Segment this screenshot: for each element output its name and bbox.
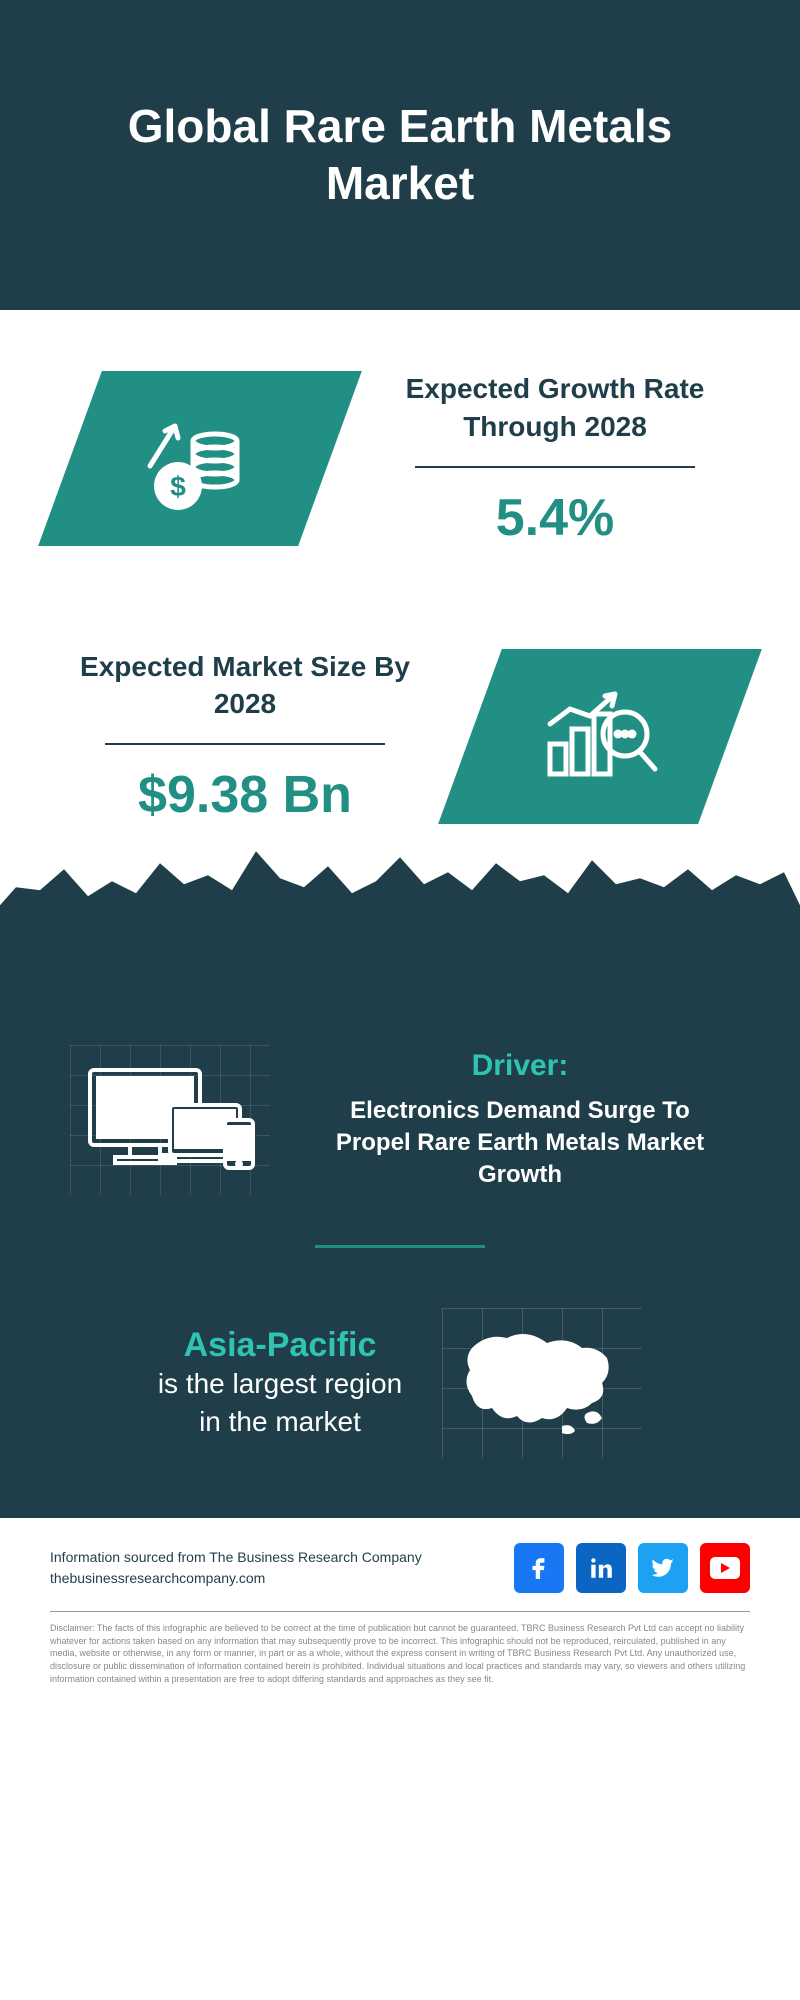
region-row: Asia-Pacific is the largest region in th…	[70, 1308, 730, 1458]
footer-source: Information sourced from The Business Re…	[50, 1547, 422, 1568]
linkedin-icon[interactable]	[576, 1543, 626, 1593]
chart-analysis-icon	[530, 674, 670, 794]
footer-top: Information sourced from The Business Re…	[50, 1543, 750, 1593]
growth-rate-text: Expected Growth Rate Through 2028 5.4%	[380, 370, 730, 548]
market-size-text: Expected Market Size By 2028 $9.38 Bn	[70, 648, 420, 826]
devices-icon	[70, 1045, 270, 1195]
footer-info: Information sourced from The Business Re…	[50, 1547, 422, 1589]
footer-divider	[50, 1611, 750, 1612]
region-text: Asia-Pacific is the largest region in th…	[158, 1326, 402, 1441]
disclaimer: Disclaimer: The facts of this infographi…	[50, 1622, 750, 1685]
asia-pacific-map-icon	[442, 1308, 642, 1458]
dark-section: Driver: Electronics Demand Surge To Prop…	[0, 1045, 800, 1518]
market-size-value: $9.38 Bn	[70, 765, 420, 825]
footer: Information sourced from The Business Re…	[0, 1518, 800, 1705]
market-icon-box	[438, 649, 762, 824]
growth-icon-box: $	[38, 371, 362, 546]
map-box	[442, 1308, 642, 1458]
driver-label: Driver:	[310, 1049, 730, 1083]
money-growth-icon: $	[130, 396, 270, 516]
growth-rate-section: $ Expected Growth Rate Through 2028 5.4%	[0, 310, 800, 588]
skyline-divider	[0, 905, 800, 1045]
driver-description: Electronics Demand Surge To Propel Rare …	[310, 1095, 730, 1192]
growth-rate-value: 5.4%	[380, 488, 730, 548]
market-size-section: Expected Market Size By 2028 $9.38 Bn	[0, 588, 800, 866]
header: Global Rare Earth Metals Market	[0, 0, 800, 310]
region-desc-2: in the market	[158, 1403, 402, 1441]
region-desc-1: is the largest region	[158, 1365, 402, 1403]
divider	[415, 466, 695, 468]
page-title: Global Rare Earth Metals Market	[60, 98, 740, 213]
youtube-icon[interactable]	[700, 1543, 750, 1593]
driver-text: Driver: Electronics Demand Surge To Prop…	[310, 1049, 730, 1192]
growth-rate-label: Expected Growth Rate Through 2028	[380, 370, 730, 446]
footer-url: thebusinessresearchcompany.com	[50, 1568, 422, 1589]
svg-text:$: $	[170, 471, 186, 502]
facebook-icon[interactable]	[514, 1543, 564, 1593]
devices-icon-box	[70, 1045, 270, 1195]
twitter-icon[interactable]	[638, 1543, 688, 1593]
region-name: Asia-Pacific	[158, 1326, 402, 1365]
divider	[105, 743, 385, 745]
social-row	[514, 1543, 750, 1593]
market-size-label: Expected Market Size By 2028	[70, 648, 420, 724]
driver-row: Driver: Electronics Demand Surge To Prop…	[70, 1045, 730, 1245]
section-divider	[315, 1245, 485, 1248]
